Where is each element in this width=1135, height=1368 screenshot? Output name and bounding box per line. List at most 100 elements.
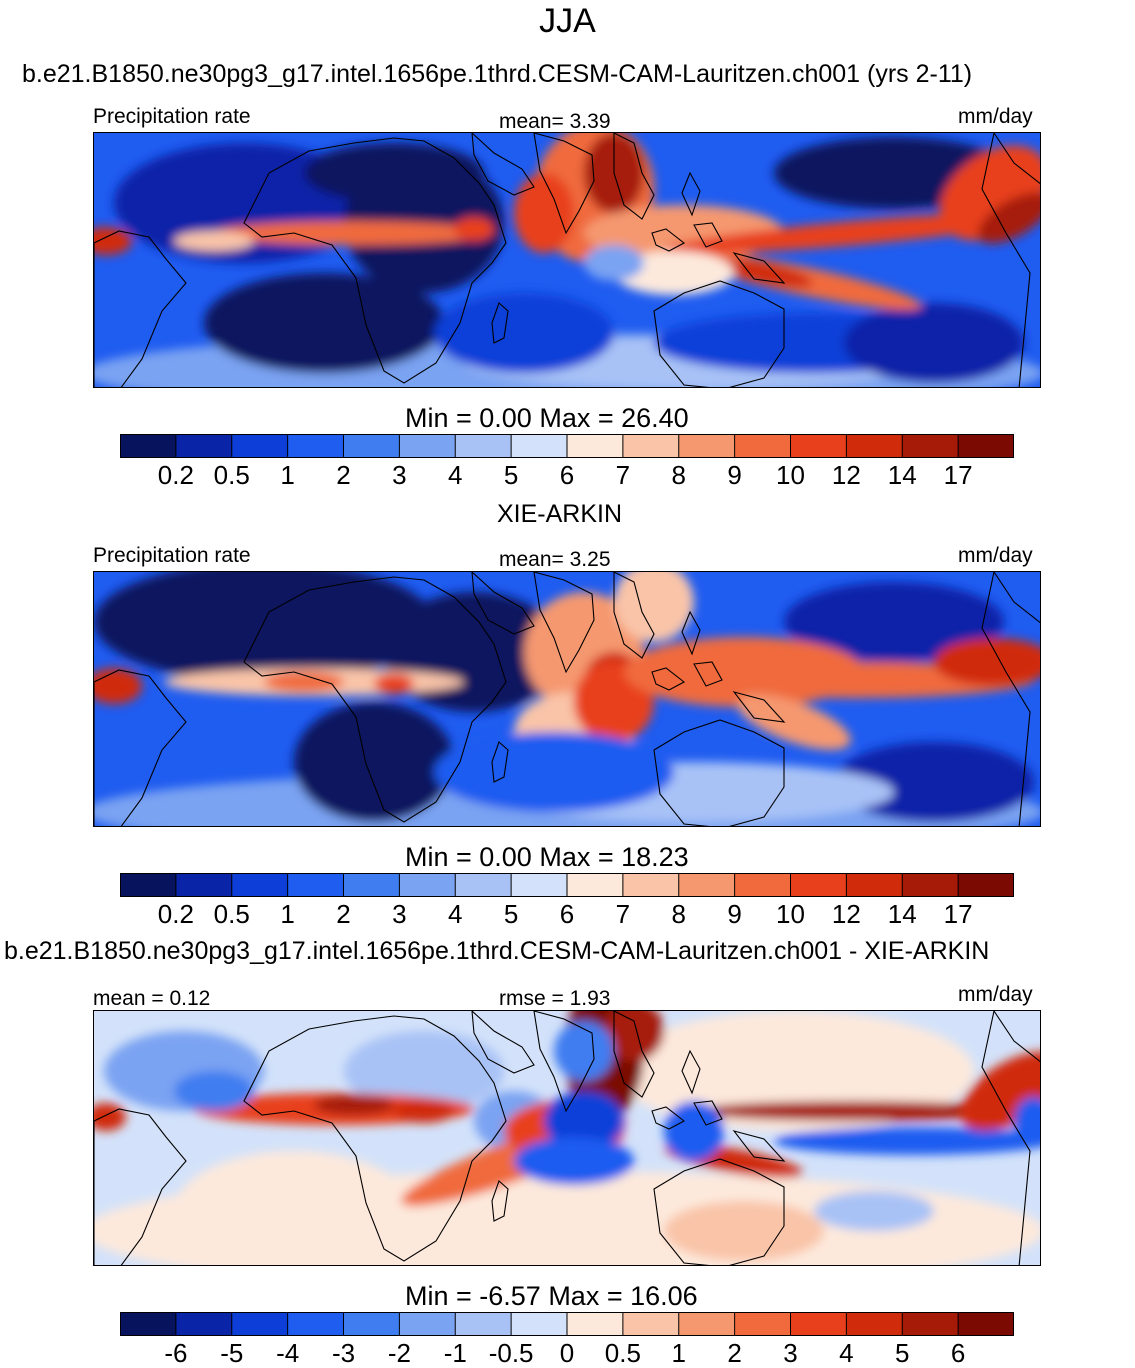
model-field-patch xyxy=(94,227,132,255)
model-field-patch xyxy=(614,251,734,295)
model-coastline xyxy=(613,133,655,220)
diff-colorbar-tick-label: -2 xyxy=(387,1338,411,1368)
model-coastline xyxy=(681,171,701,217)
model-colorbar-box xyxy=(958,434,1014,458)
diff-field-patch xyxy=(694,1101,1014,1121)
obs-colorbar-box xyxy=(622,873,680,897)
obs-field-patch xyxy=(834,742,1034,822)
obs-coastline xyxy=(243,576,507,823)
diff-field xyxy=(94,1011,1040,1265)
model-coastline xyxy=(243,137,507,384)
obs-coastline xyxy=(651,667,686,691)
diff-field-patch xyxy=(554,1021,614,1081)
diff-colorbar-tick-label: 4 xyxy=(839,1338,854,1368)
diff-field-patch xyxy=(664,1101,724,1161)
model-coastline xyxy=(693,222,723,248)
model-colorbar-box xyxy=(902,434,959,458)
model-title: b.e21.B1850.ne30pg3_g17.intel.1656pe.1th… xyxy=(22,60,973,88)
diff-mean-label: mean = 0.12 xyxy=(93,987,211,1010)
obs-minmax: Min = 0.00 Max = 18.23 xyxy=(405,842,689,872)
obs-field-patch xyxy=(94,572,434,682)
model-coastline xyxy=(732,252,786,284)
model-colorbar-box xyxy=(622,434,680,458)
obs-field xyxy=(94,572,1040,826)
model-coastline xyxy=(533,133,595,235)
obs-colorbar-box xyxy=(902,873,959,897)
diff-colorbar-box xyxy=(511,1312,568,1336)
obs-colorbar-box xyxy=(678,873,736,897)
model-colorbar-box xyxy=(790,434,847,458)
diff-colorbar xyxy=(120,1312,1014,1336)
model-colorbar-tick-label: 5 xyxy=(503,460,519,490)
diff-colorbar-box xyxy=(455,1312,512,1336)
diff-field-patch xyxy=(664,1201,824,1261)
model-field-patch xyxy=(844,303,1024,383)
model-colorbar-tick-label: 9 xyxy=(727,460,742,490)
diff-coastline xyxy=(651,1106,686,1130)
model-colorbar-tick-label: 7 xyxy=(615,460,631,490)
model-field-patch xyxy=(304,143,484,203)
obs-colorbar-tick-label: 10 xyxy=(776,899,805,929)
model-colorbar-tick-label: 3 xyxy=(392,460,407,490)
model-field-patch xyxy=(514,173,574,253)
model-units: mm/day xyxy=(958,105,1033,128)
obs-colorbar-box xyxy=(790,873,847,897)
model-coastline xyxy=(491,302,509,344)
diff-field-patch xyxy=(814,1191,934,1231)
obs-colorbar-box xyxy=(343,873,400,897)
diff-field-patch xyxy=(774,1127,1040,1155)
obs-field-patch xyxy=(614,572,694,642)
obs-colorbar-tick-label: 5 xyxy=(503,899,519,929)
model-colorbar-box xyxy=(399,434,456,458)
diff-colorbar-box xyxy=(902,1312,959,1336)
model-field xyxy=(94,133,1040,387)
diff-coastline xyxy=(471,1011,535,1074)
obs-coastline xyxy=(732,691,786,723)
model-colorbar-box xyxy=(455,434,512,458)
diff-coastline xyxy=(732,1130,786,1162)
obs-colorbar-tick-label: 6 xyxy=(559,899,575,929)
diff-field-patch xyxy=(344,1031,504,1111)
model-field-patch xyxy=(715,258,813,288)
diff-rmse-label: rmse = 1.93 xyxy=(499,987,611,1010)
model-colorbar-box xyxy=(846,434,903,458)
model-colorbar-tick-label: 12 xyxy=(831,460,861,490)
diff-field-patch xyxy=(1014,1097,1040,1145)
diff-coastline xyxy=(693,1100,723,1126)
obs-field-patch xyxy=(374,674,414,694)
obs-colorbar-box xyxy=(399,873,456,897)
diff-coastline xyxy=(981,1011,1040,1265)
obs-colorbar-box xyxy=(120,873,177,897)
model-coastline xyxy=(651,228,686,252)
obs-coastline xyxy=(693,661,723,687)
obs-field-patch xyxy=(94,668,142,704)
model-coastline xyxy=(94,230,187,387)
obs-colorbar-box xyxy=(175,873,233,897)
diff-coastline xyxy=(94,1108,187,1265)
model-coastline xyxy=(653,280,785,387)
model-colorbar-box xyxy=(120,434,177,458)
obs-colorbar-tick-label: 3 xyxy=(392,899,407,929)
diff-colorbar-tick-label: -0.5 xyxy=(488,1338,534,1368)
diff-coastline xyxy=(243,1015,507,1262)
model-field-patch xyxy=(214,221,494,245)
diff-field-patch xyxy=(314,1095,394,1115)
model-field-patch xyxy=(978,192,1040,244)
model-colorbar-box xyxy=(678,434,736,458)
model-colorbar-tick-label: 8 xyxy=(671,460,686,490)
diff-coastline xyxy=(653,1158,785,1265)
diff-colorbar-tick-label: -6 xyxy=(164,1338,188,1368)
obs-colorbar-tick-label: 2 xyxy=(336,899,351,929)
diff-colorbar-box xyxy=(175,1312,233,1336)
model-colorbar-tick-label: 1 xyxy=(280,460,295,490)
diff-colorbar-tick-label: 0.5 xyxy=(604,1338,641,1368)
model-field-patch xyxy=(204,273,444,373)
diff-field-patch xyxy=(394,1099,454,1123)
diff-field-patch xyxy=(514,1137,634,1185)
diff-colorbar-box xyxy=(846,1312,903,1336)
diff-colorbar-box xyxy=(567,1312,624,1336)
model-mean-label: mean= 3.39 xyxy=(499,110,611,133)
obs-coastline xyxy=(533,572,595,674)
model-colorbar-tick-label: 0.2 xyxy=(157,460,194,490)
diff-colorbar-tick-label: -1 xyxy=(443,1338,467,1368)
